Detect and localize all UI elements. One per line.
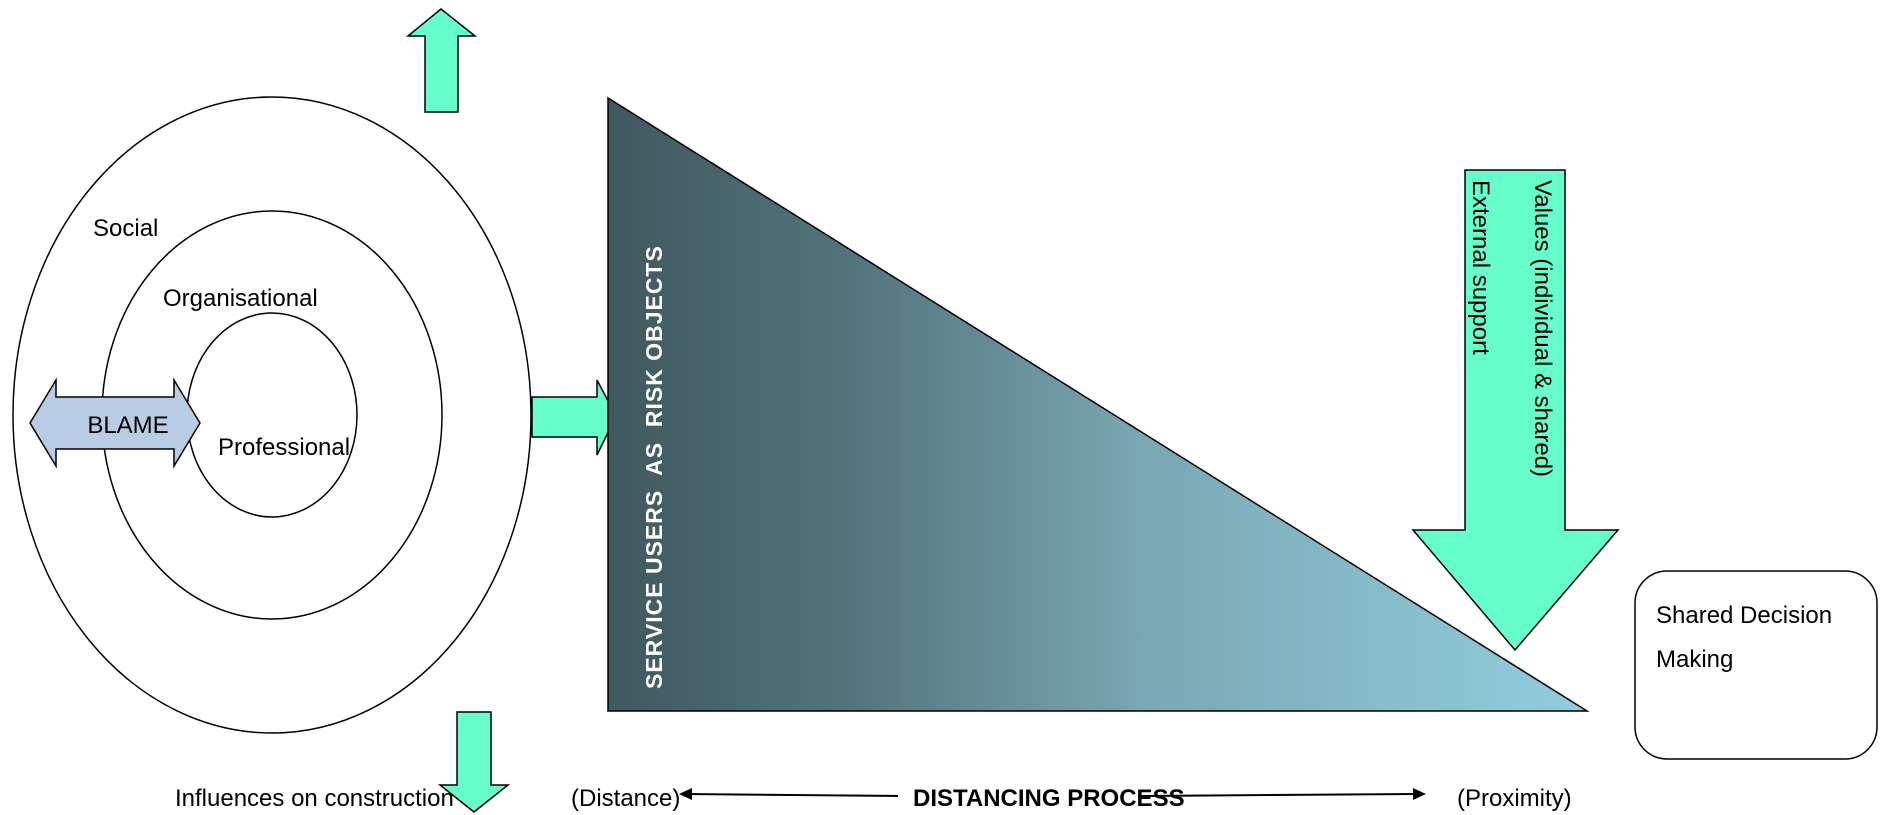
professional-circle: [186, 312, 358, 518]
triangle-label: SERVICE USERS AS RISK OBJECTS: [641, 245, 667, 689]
distance-arrow-line: [682, 793, 899, 797]
proximity-arrowhead: [1413, 788, 1426, 800]
blame-double-arrow: [29, 377, 201, 469]
down-arrow: [437, 711, 511, 813]
influences-label: Influences on construction: [175, 785, 454, 812]
distance-label: (Distance): [571, 785, 680, 812]
proximity-label: (Proximity): [1457, 785, 1572, 812]
blame-label: BLAME: [87, 412, 168, 439]
proximity-arrow-line: [1137, 793, 1417, 797]
distance-arrowhead: [679, 788, 692, 800]
external-support-label: External support: [1467, 180, 1494, 355]
professional-label: Professional: [218, 434, 350, 461]
shared-decision-line1: Shared Decision: [1656, 602, 1833, 629]
shared-decision-box: [1634, 570, 1878, 760]
right-arrow: [531, 379, 617, 456]
social-label: Social: [93, 215, 158, 242]
up-arrow: [405, 8, 478, 113]
shared-decision-line2: Making: [1656, 646, 1734, 673]
values-label: Values (individual & shared): [1529, 180, 1556, 477]
shared-decision-text: Shared Decision Making: [1656, 594, 1866, 682]
risk-triangle: [607, 96, 1590, 712]
organisational-label: Organisational: [163, 285, 318, 312]
distancing-process-label: DISTANCING PROCESS: [913, 785, 1185, 812]
values-down-arrow: [1411, 169, 1620, 652]
